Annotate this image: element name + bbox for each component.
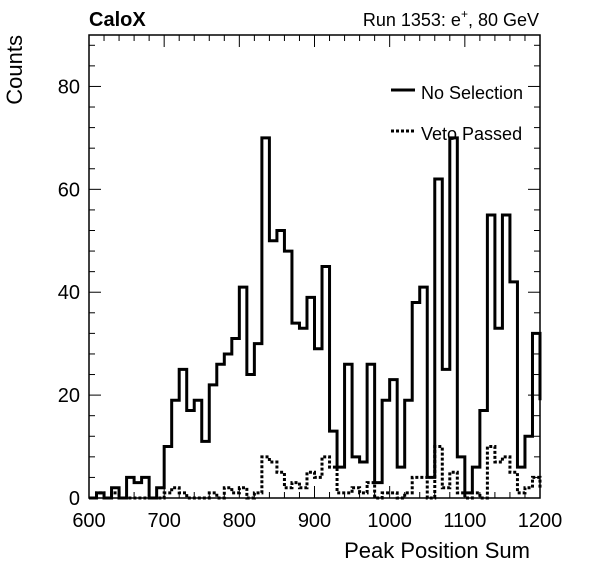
x-axis-title: Peak Position Sum <box>344 538 530 563</box>
legend-label-veto-passed: Veto Passed <box>421 124 522 144</box>
y-tick-label: 40 <box>58 282 80 304</box>
series-line-veto-passed <box>89 445 542 500</box>
x-tick-label: 1100 <box>443 510 486 532</box>
y-tick-label: 0 <box>69 488 80 510</box>
run-label-prefix: Run 1353: e <box>363 10 461 30</box>
x-tick-label: 600 <box>72 510 105 532</box>
series-lines <box>89 136 542 500</box>
x-tick-label: 900 <box>298 510 331 532</box>
legend: No Selection Veto Passed <box>391 83 523 144</box>
run-label-suffix: , 80 GeV <box>468 10 539 30</box>
y-tick-label: 20 <box>58 385 80 407</box>
y-tick-label: 80 <box>58 76 80 98</box>
x-tick-label: 1000 <box>367 510 412 532</box>
series-line-no-selection <box>89 136 542 500</box>
x-tick-label: 700 <box>147 510 180 532</box>
run-label: Run 1353: e+, 80 GeV <box>363 7 539 30</box>
run-label-superscript: + <box>461 7 468 21</box>
experiment-label: CaloX <box>89 9 146 31</box>
y-axis-title: Counts <box>2 35 27 105</box>
y-tick-label: 60 <box>58 179 80 201</box>
x-tick-label: 800 <box>223 510 256 532</box>
plot-frame <box>88 34 541 499</box>
legend-label-no-selection: No Selection <box>421 83 523 103</box>
x-tick-label: 1200 <box>518 510 563 532</box>
tick-labels: 600 700 800 900 1000 1100 1200 0 20 40 60 80 <box>58 76 563 532</box>
